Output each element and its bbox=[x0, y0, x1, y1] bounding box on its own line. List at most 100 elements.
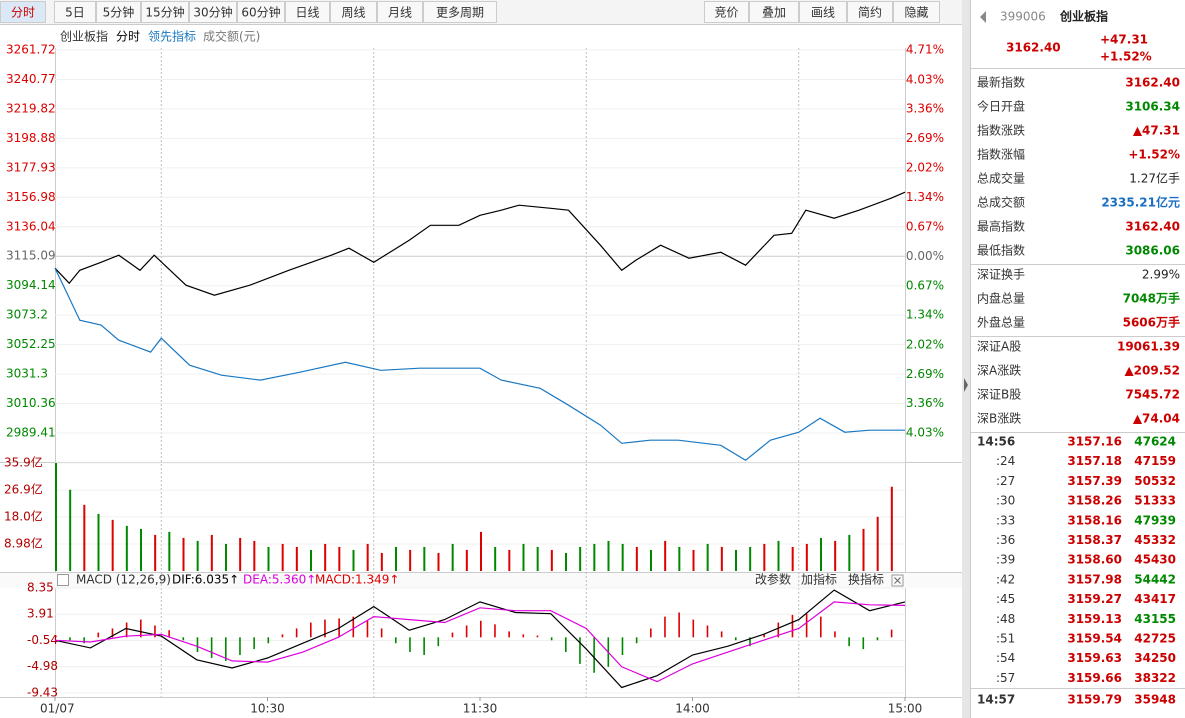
toolbar-button[interactable] bbox=[893, 1, 940, 23]
volume-bar bbox=[791, 546, 794, 571]
stat-label: 深证换手 bbox=[977, 268, 1025, 282]
toolbar-button-label[interactable]: 竞价 bbox=[714, 6, 738, 20]
tick-price: 3157.98 bbox=[1067, 572, 1122, 586]
tick-time: :30 bbox=[996, 494, 1015, 508]
indicator-menu[interactable] bbox=[57, 574, 69, 586]
toolbar-button[interactable] bbox=[799, 1, 847, 23]
toolbar-button[interactable] bbox=[237, 1, 285, 23]
volume-bar bbox=[508, 549, 511, 571]
toolbar-button[interactable] bbox=[704, 1, 749, 23]
toolbar-button-label[interactable]: 更多周期 bbox=[436, 6, 484, 20]
y-tick-label: 3031.3 bbox=[6, 367, 48, 381]
toolbar-button-label[interactable]: 隐藏 bbox=[904, 6, 928, 20]
volume-bar bbox=[423, 546, 426, 571]
stat-value: 2.99% bbox=[1142, 268, 1180, 282]
toolbar-button[interactable] bbox=[96, 1, 141, 23]
splitter[interactable] bbox=[962, 0, 970, 718]
tick-price: 3158.37 bbox=[1067, 533, 1122, 547]
toolbar-button-label[interactable]: 日线 bbox=[295, 6, 319, 20]
toolbar-button[interactable] bbox=[54, 1, 96, 23]
close-box[interactable] bbox=[891, 574, 904, 587]
y-tick-label: 8.35 bbox=[27, 581, 54, 595]
quote-code: 399006 bbox=[1000, 10, 1046, 24]
toolbar-button-label[interactable]: 60分钟 bbox=[241, 5, 280, 20]
indicator-title: MACD (12,26,9) bbox=[76, 573, 171, 587]
volume-bar bbox=[494, 546, 497, 571]
volume-bar bbox=[678, 546, 681, 571]
prev-arrow[interactable] bbox=[980, 11, 986, 23]
macd-bar bbox=[69, 637, 71, 641]
tick-time: :42 bbox=[996, 572, 1015, 586]
macd-bar bbox=[664, 616, 666, 638]
macd-bar bbox=[536, 635, 539, 638]
toolbar-button-label[interactable]: 画线 bbox=[811, 6, 835, 20]
macd-bar bbox=[480, 620, 482, 638]
volume-bar bbox=[635, 546, 638, 571]
tick-volume: 34250 bbox=[1134, 651, 1176, 665]
tick-price: 3159.54 bbox=[1067, 632, 1122, 646]
volume-bar bbox=[579, 546, 582, 571]
tick-price: 3159.27 bbox=[1067, 592, 1122, 606]
macd-bar bbox=[508, 631, 510, 638]
toolbar-button-label[interactable]: 分时 bbox=[11, 6, 35, 20]
stat-label: 总成交量 bbox=[977, 171, 1025, 186]
volume-bar bbox=[621, 543, 624, 571]
stat-value: 2335.21亿元 bbox=[1101, 195, 1180, 210]
toolbar-button-label[interactable]: 简约 bbox=[858, 5, 882, 20]
volume-bar bbox=[536, 546, 539, 571]
toolbar-button-label[interactable]: 30分钟 bbox=[193, 5, 232, 20]
macd-header bbox=[0, 572, 962, 588]
toolbar-button[interactable] bbox=[847, 1, 893, 23]
tick-time: 14:57 bbox=[977, 693, 1015, 707]
toolbar-button-label[interactable]: 5日 bbox=[65, 6, 85, 20]
macd-bar bbox=[395, 637, 397, 644]
volume-bar bbox=[522, 543, 525, 571]
indicator-button[interactable]: 加指标 bbox=[801, 572, 837, 587]
volume-bar bbox=[565, 552, 567, 571]
indicator-button[interactable]: 改参数 bbox=[755, 572, 791, 587]
y-tick-label: 3156.98 bbox=[6, 190, 56, 204]
y2-tick-label: 1.34% bbox=[906, 308, 944, 322]
toolbar-button-label[interactable]: 叠加 bbox=[762, 6, 786, 20]
toolbar-button-label[interactable]: 15分钟 bbox=[145, 5, 184, 20]
macd-bar bbox=[225, 637, 227, 661]
stat-value: 3106.34 bbox=[1125, 100, 1180, 114]
stat-label: 指数涨跌 bbox=[977, 123, 1025, 138]
macd-bar bbox=[295, 628, 298, 638]
splitter-arrow[interactable] bbox=[964, 378, 968, 392]
macd-bar bbox=[140, 619, 142, 638]
toolbar-button[interactable] bbox=[423, 1, 497, 23]
volume-bar bbox=[366, 543, 369, 571]
toolbar-button[interactable] bbox=[0, 1, 46, 23]
macd-bar bbox=[55, 635, 57, 638]
tick-volume: 43417 bbox=[1134, 592, 1176, 606]
stat-value: 19061.39 bbox=[1117, 340, 1180, 354]
toolbar-button-label[interactable]: 周线 bbox=[341, 6, 365, 20]
indicator-button[interactable]: 换指标 bbox=[848, 572, 884, 587]
toolbar-button[interactable] bbox=[749, 1, 799, 23]
stat-label: 深A涨跌 bbox=[977, 363, 1021, 378]
tick-volume: 42725 bbox=[1134, 632, 1176, 646]
macd-bar bbox=[196, 637, 199, 653]
tick-volume: 51333 bbox=[1134, 494, 1176, 508]
macd-bar bbox=[451, 632, 454, 638]
volume-bar bbox=[352, 549, 355, 571]
volume-bar bbox=[154, 534, 157, 571]
y-tick-label: -0.54 bbox=[27, 633, 58, 647]
toolbar-button[interactable] bbox=[285, 1, 330, 23]
toolbar-button[interactable] bbox=[189, 1, 237, 23]
toolbar-button-label[interactable]: 5分钟 bbox=[103, 5, 135, 20]
macd-bar bbox=[267, 637, 270, 644]
tick-volume: 50532 bbox=[1134, 474, 1176, 488]
volume-bar bbox=[465, 549, 468, 571]
tick-time: :54 bbox=[996, 651, 1015, 665]
toolbar-button[interactable] bbox=[330, 1, 377, 23]
tick-volume: 43155 bbox=[1134, 612, 1176, 626]
toolbar-button[interactable] bbox=[377, 1, 423, 23]
close-icon[interactable] bbox=[894, 577, 901, 584]
toolbar-button[interactable] bbox=[141, 1, 189, 23]
stat-label: 深证A股 bbox=[977, 340, 1021, 354]
toolbar-button-label[interactable]: 月线 bbox=[388, 6, 412, 20]
volume-bar bbox=[890, 486, 893, 571]
macd-bar bbox=[791, 614, 794, 638]
